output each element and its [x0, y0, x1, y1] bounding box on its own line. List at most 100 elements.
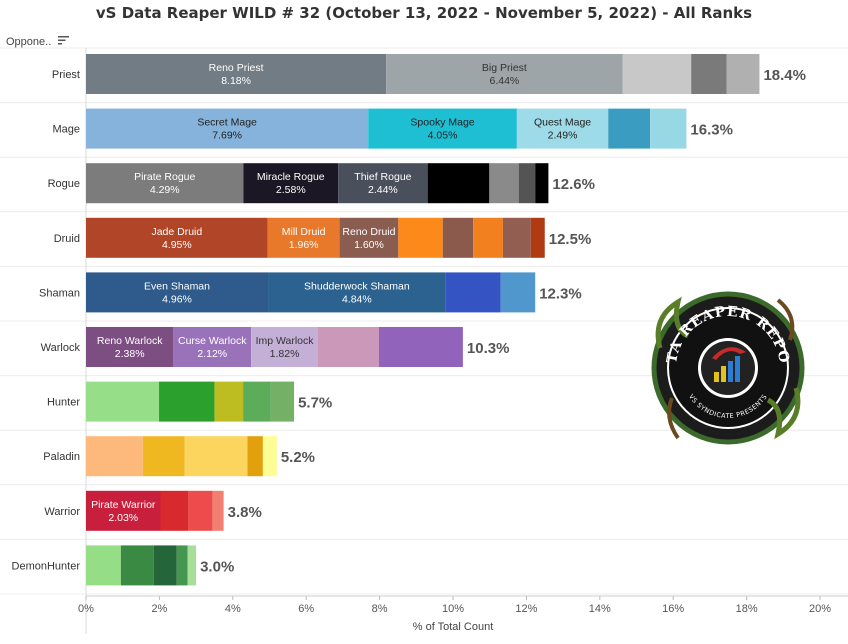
- bar-segment: [86, 54, 387, 94]
- category-label: Mage: [52, 124, 80, 136]
- bar-segment: [86, 381, 160, 422]
- bar-total-label: 3.8%: [228, 504, 262, 521]
- bar-segment: [247, 436, 263, 477]
- segment-name-label: Imp Warlock: [256, 335, 315, 347]
- segment-value-label: 2.38%: [115, 348, 145, 360]
- bar-segment: [500, 272, 536, 313]
- category-label: Rogue: [48, 178, 80, 190]
- segment-name-label: Reno Druid: [342, 226, 395, 238]
- bar-total-label: 5.7%: [298, 395, 332, 412]
- bar-segment: [262, 436, 277, 477]
- category-label: Priest: [52, 69, 80, 81]
- category-label: Warlock: [41, 342, 81, 354]
- segment-name-label: Curse Warlock: [178, 335, 247, 347]
- x-tick-label: 16%: [662, 603, 684, 615]
- bar-segment: [502, 217, 531, 258]
- bar-segment: [187, 545, 197, 586]
- bar-segment: [184, 436, 248, 477]
- segment-name-label: Pirate Warrior: [91, 499, 156, 511]
- category-label: Paladin: [43, 451, 80, 463]
- segment-value-label: 1.82%: [270, 348, 300, 360]
- x-tick-label: 20%: [809, 603, 831, 615]
- category-label: Shaman: [39, 287, 80, 299]
- bar-segment: [650, 108, 687, 149]
- bar-segment: [530, 217, 545, 258]
- bar-segment: [160, 490, 189, 531]
- x-tick-label: 14%: [589, 603, 611, 615]
- sort-icon[interactable]: [58, 35, 70, 48]
- bar-segment: [267, 217, 340, 258]
- bar-segment: [86, 436, 143, 477]
- bar-segment: [338, 163, 428, 204]
- segment-name-label: Even Shaman: [144, 280, 210, 292]
- bar-segment: [176, 545, 188, 586]
- x-tick-label: 0%: [78, 603, 94, 615]
- category-label: Druid: [54, 233, 80, 245]
- segment-value-label: 4.96%: [162, 293, 192, 305]
- segment-name-label: Pirate Rogue: [134, 171, 195, 183]
- segment-value-label: 7.69%: [212, 130, 242, 142]
- segment-name-label: Big Priest: [482, 62, 527, 74]
- segment-value-label: 2.12%: [197, 348, 227, 360]
- bar-segment: [243, 381, 271, 422]
- bar-total-label: 16.3%: [690, 122, 733, 139]
- chart-title: vS Data Reaper WILD # 32 (October 13, 20…: [95, 4, 753, 22]
- bar-segment: [188, 490, 213, 531]
- bar-segment: [368, 108, 517, 149]
- segment-name-label: Shudderwock Shaman: [304, 280, 410, 292]
- segment-value-label: 1.60%: [354, 239, 384, 251]
- bar-total-label: 10.3%: [467, 340, 510, 357]
- bar-total-label: 5.2%: [281, 449, 315, 466]
- bar-segment: [86, 490, 161, 531]
- segment-value-label: 8.18%: [221, 75, 251, 87]
- bar-total-label: 18.4%: [763, 67, 806, 84]
- segment-name-label: Reno Warlock: [97, 335, 163, 347]
- bar-segment: [386, 54, 623, 94]
- x-tick-label: 6%: [298, 603, 314, 615]
- bar-segment: [86, 217, 268, 258]
- bar-segment: [442, 217, 474, 258]
- category-label: Hunter: [47, 397, 80, 409]
- bar-segment: [86, 545, 121, 586]
- segment-name-label: Jade Druid: [151, 226, 202, 238]
- bar-segment: [535, 163, 549, 204]
- x-tick-label: 8%: [372, 603, 388, 615]
- segment-name-label: Thief Rogue: [354, 171, 411, 183]
- bar-segment: [378, 327, 463, 367]
- segment-name-label: Quest Mage: [534, 117, 591, 129]
- segment-value-label: 4.95%: [162, 239, 192, 251]
- segment-value-label: 6.44%: [489, 75, 519, 87]
- bar-segment: [691, 54, 727, 94]
- segment-value-label: 4.05%: [428, 130, 458, 142]
- bar-segment: [214, 381, 244, 422]
- x-axis-title: % of Total Count: [413, 621, 494, 633]
- x-tick-label: 12%: [515, 603, 537, 615]
- x-tick-label: 10%: [442, 603, 464, 615]
- category-label: DemonHunter: [12, 560, 81, 572]
- x-tick-label: 18%: [736, 603, 758, 615]
- category-label: Warrior: [44, 506, 80, 518]
- data-reaper-report-logo: DATA REAPER REPORT VS SYNDICATE PRESENTS: [641, 276, 808, 448]
- bar-segment: [516, 108, 609, 149]
- segment-name-label: Secret Mage: [197, 117, 257, 129]
- bar-total-label: 12.3%: [539, 285, 582, 302]
- bar-total-label: 3.0%: [200, 558, 234, 575]
- bar-segment: [142, 436, 185, 477]
- bar-segment: [445, 272, 501, 313]
- bar-segment: [270, 381, 295, 422]
- bar-segment: [473, 217, 503, 258]
- bar-segment: [86, 163, 244, 204]
- bar-segment: [173, 327, 252, 367]
- bar-segment: [212, 490, 224, 531]
- bar-segment: [251, 327, 318, 367]
- segment-value-label: 4.84%: [342, 293, 372, 305]
- bar-segment: [622, 54, 692, 94]
- bar-segment: [159, 381, 215, 422]
- x-tick-label: 2%: [151, 603, 167, 615]
- segment-value-label: 2.58%: [276, 184, 306, 196]
- segment-value-label: 4.29%: [150, 184, 180, 196]
- bar-segment: [427, 163, 490, 204]
- bar-segment: [398, 217, 443, 258]
- opponent-sort-header[interactable]: Oppone..: [6, 35, 70, 48]
